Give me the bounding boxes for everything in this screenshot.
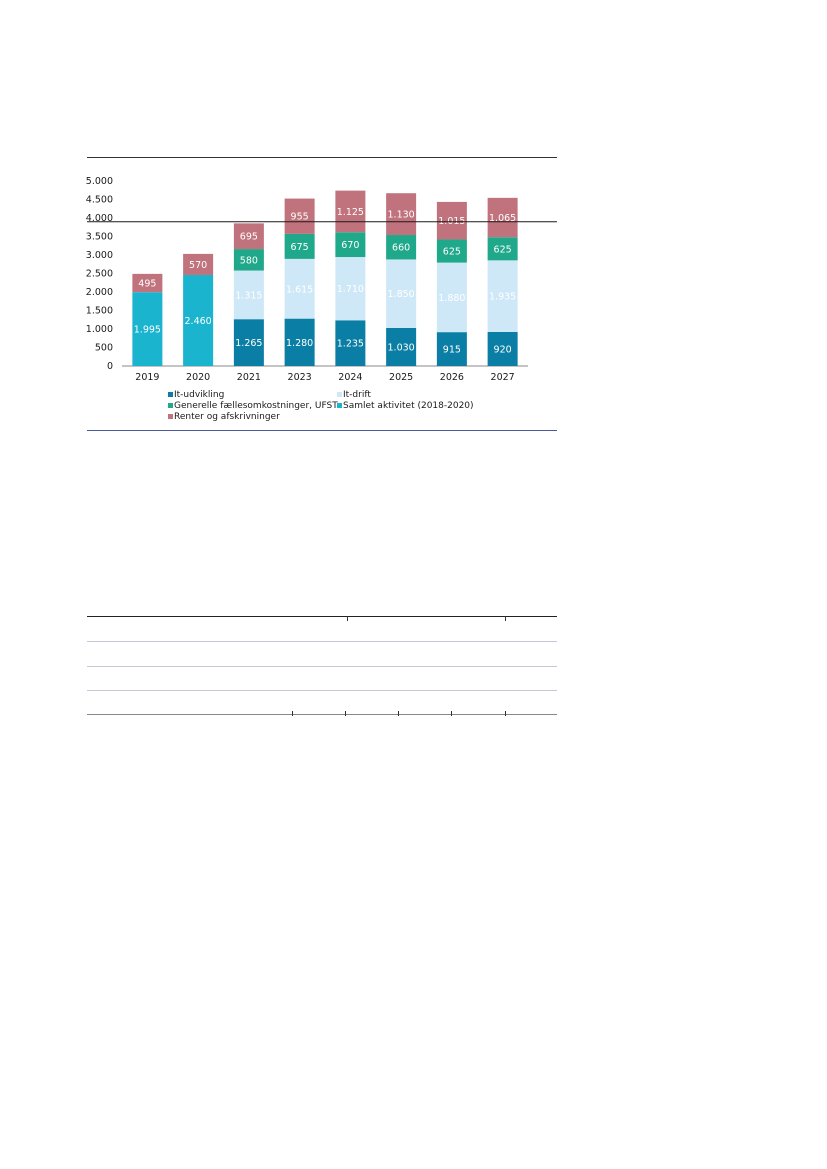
legend-swatch-faellesomk: [168, 403, 173, 408]
bar-segment-faellesomk: [233, 249, 264, 271]
bar-segment-it_udvikling: [335, 320, 366, 366]
y-tick-label: 3.000: [86, 250, 113, 261]
data-label-it_drift: 1.880: [438, 293, 465, 304]
data-label-it_drift: 1.935: [489, 292, 516, 303]
y-tick-label: 5.000: [86, 176, 113, 187]
x-tick-label: 2025: [389, 372, 413, 383]
data-label-faellesomk: 625: [494, 244, 512, 255]
x-tick-label: 2020: [186, 372, 210, 383]
table-column-tick: [347, 616, 348, 621]
table-row-rule: [87, 641, 557, 642]
data-label-it_udvikling: 920: [494, 344, 512, 355]
bar-segment-it_drift: [335, 257, 366, 321]
bar-segment-it_drift: [233, 270, 264, 320]
y-tick-label: 2.000: [86, 287, 113, 298]
bar-segment-renter: [284, 198, 315, 234]
bar-segment-it_udvikling: [233, 319, 264, 366]
table-bottom-rule: [87, 714, 557, 715]
data-label-samlet: 1.995: [134, 325, 161, 336]
bar-segment-samlet: [183, 274, 214, 366]
data-label-faellesomk: 675: [291, 242, 309, 253]
table-column-tick: [505, 711, 506, 716]
table-column-tick: [505, 616, 506, 621]
table-column-tick: [398, 711, 399, 716]
bar-segment-it_drift: [386, 259, 417, 328]
legend-label-faellesomk: Generelle fællesomkostninger, UFST: [174, 401, 338, 411]
table-column-tick: [451, 711, 452, 716]
chart-frame-bottom-rule: [87, 430, 557, 431]
legend-swatch-it_drift: [337, 392, 342, 397]
y-tick-label: 1.500: [86, 306, 113, 317]
data-label-samlet: 2.460: [185, 316, 212, 327]
data-label-renter: 1.130: [388, 210, 415, 221]
y-tick-label: 3.500: [86, 232, 113, 243]
data-label-it_drift: 1.710: [337, 284, 364, 295]
y-tick-label: 0: [107, 361, 113, 372]
x-tick-label: 2021: [237, 372, 261, 383]
bar-segment-faellesomk: [386, 235, 417, 260]
legend-swatch-renter: [168, 414, 173, 419]
x-tick-label: 2027: [491, 372, 515, 383]
bar-segment-it_udvikling: [284, 318, 315, 366]
bar-segment-renter: [335, 190, 366, 233]
bar-segment-it_udvikling: [487, 331, 518, 366]
y-tick-label: 4.500: [86, 195, 113, 206]
bar-segment-samlet: [132, 292, 163, 366]
legend-label-renter: Renter og afskrivninger: [174, 412, 280, 422]
data-label-it_udvikling: 1.280: [286, 338, 313, 349]
data-label-faellesomk: 580: [240, 255, 258, 266]
data-label-renter: 570: [189, 260, 207, 271]
legend-label-samlet: Samlet aktivitet (2018-2020): [343, 401, 474, 411]
data-label-it_drift: 1.315: [235, 290, 262, 301]
bar-segment-renter: [183, 253, 214, 275]
bar-segment-renter: [436, 201, 467, 240]
bar-segment-it_drift: [284, 258, 315, 319]
bar-segment-faellesomk: [284, 233, 315, 259]
bar-segment-faellesomk: [487, 237, 518, 261]
y-tick-label: 1.000: [86, 324, 113, 335]
data-label-renter: 495: [138, 279, 156, 290]
data-label-renter: 1.065: [489, 213, 516, 224]
y-tick-label: 500: [95, 343, 113, 354]
bar-segment-faellesomk: [335, 232, 366, 258]
legend-label-it_udvikling: It-udvikling: [174, 390, 224, 400]
x-tick-label: 2024: [338, 372, 362, 383]
data-label-renter: 1.125: [337, 207, 364, 218]
y-tick-label: 2.500: [86, 269, 113, 280]
table-row-rule: [87, 666, 557, 667]
legend-label-it_drift: It-drift: [343, 390, 371, 400]
bar-segment-renter: [487, 197, 518, 238]
table-column-tick: [292, 711, 293, 716]
stacked-bar-chart: 0 500 1.000 1.500 2.000 2.500 3.000 3.500 4.000 4…: [86, 176, 557, 422]
data-label-it_udvikling: 915: [443, 345, 461, 356]
data-label-it_drift: 1.615: [286, 284, 313, 295]
data-label-renter: 695: [240, 232, 258, 243]
data-label-it_udvikling: 1.235: [337, 339, 364, 350]
y-tick-label: 4.000: [86, 213, 113, 224]
data-label-it_drift: 1.850: [388, 289, 415, 300]
bar-segment-renter: [386, 193, 417, 236]
legend-swatch-samlet: [337, 403, 342, 408]
legend-swatch-it_udvikling: [168, 392, 173, 397]
bar-segment-renter: [132, 273, 163, 293]
data-label-it_udvikling: 1.265: [235, 338, 262, 349]
table-column-tick: [345, 711, 346, 716]
bar-segment-it_drift: [436, 262, 467, 333]
table-row-rule: [87, 690, 557, 691]
x-tick-label: 2019: [135, 372, 159, 383]
data-label-renter: 955: [291, 212, 309, 223]
bar-segment-faellesomk: [436, 239, 467, 263]
data-label-faellesomk: 625: [443, 247, 461, 258]
table-header-rule: [87, 616, 557, 617]
data-label-faellesomk: 660: [392, 243, 410, 254]
bar-segment-it_udvikling: [436, 332, 467, 366]
x-tick-label: 2023: [288, 372, 312, 383]
bar-segment-it_drift: [487, 260, 518, 332]
data-label-faellesomk: 670: [341, 240, 359, 251]
bar-segment-renter: [233, 223, 264, 250]
chart-frame-top-rule: [87, 157, 557, 158]
x-tick-label: 2026: [440, 372, 464, 383]
bar-segment-it_udvikling: [386, 327, 417, 366]
data-label-it_udvikling: 1.030: [388, 342, 415, 353]
